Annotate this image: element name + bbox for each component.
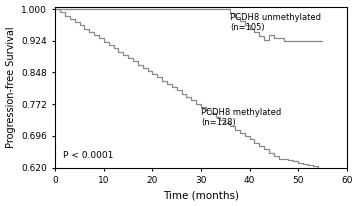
X-axis label: Time (months): Time (months)	[163, 190, 239, 200]
Text: P < 0.0001: P < 0.0001	[63, 151, 113, 160]
Text: PCDH8 unmethylated
(n=105): PCDH8 unmethylated (n=105)	[230, 13, 321, 32]
Text: PCDH8 methylated
(n=128): PCDH8 methylated (n=128)	[201, 108, 281, 127]
Y-axis label: Progression-free Survival: Progression-free Survival	[6, 26, 15, 148]
